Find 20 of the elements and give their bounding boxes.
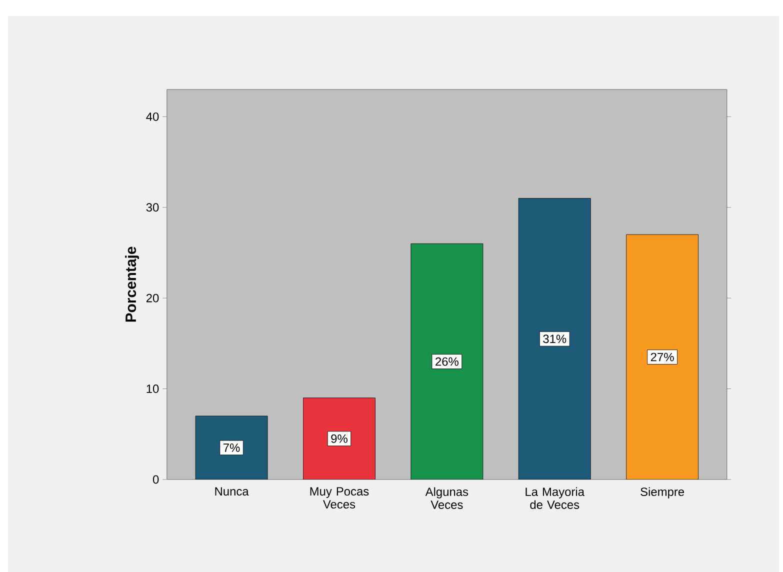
x-tick-label: Siempre [640, 487, 684, 498]
y-tick-label: 0 [152, 475, 159, 484]
data-label: 31% [543, 334, 566, 344]
x-tick-label: Algunas Veces [425, 487, 468, 509]
data-label: 27% [650, 352, 674, 362]
y-tick-label: 10 [146, 384, 159, 393]
y-tick-label: 40 [146, 112, 159, 121]
x-tick-label: Nunca [215, 487, 249, 496]
bar [195, 416, 268, 480]
data-label: 9% [331, 434, 348, 443]
x-tick-label: La Mayoria de Veces [526, 487, 584, 509]
y-tick-label: 20 [146, 294, 159, 302]
y-axis-title: Porcentaje [125, 246, 140, 322]
bar [303, 398, 376, 480]
y-tick-label: 30 [146, 203, 159, 212]
x-tick-label: Muy Pocas Veces [310, 487, 369, 509]
bar [518, 198, 591, 480]
bar [626, 234, 699, 480]
data-label: 26% [436, 357, 458, 366]
data-label: 7% [224, 444, 240, 452]
